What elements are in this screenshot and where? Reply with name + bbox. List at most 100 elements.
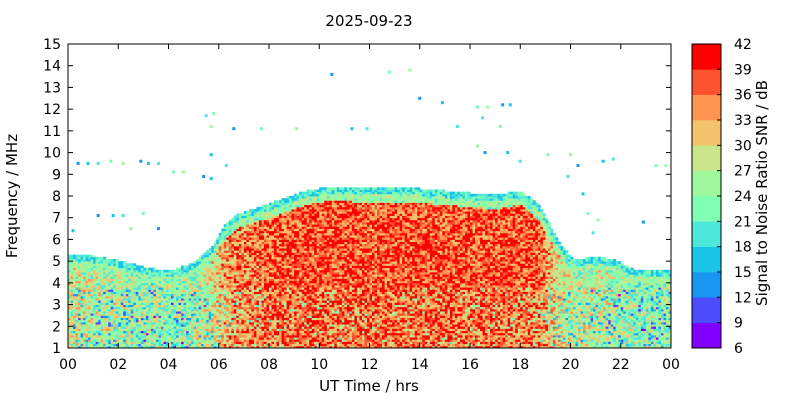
- heatmap-cell: [90, 339, 94, 342]
- heatmap-cell: [196, 339, 200, 342]
- heatmap-cell: [85, 345, 89, 349]
- heatmap-cell: [135, 330, 139, 334]
- heatmap-cell: [218, 265, 222, 269]
- heatmap-cell: [233, 282, 237, 286]
- heatmap-cell: [133, 321, 137, 325]
- heatmap-cell: [263, 248, 267, 251]
- heatmap-cell: [120, 282, 124, 286]
- heatmap-cell: [218, 326, 222, 329]
- heatmap-cell: [103, 263, 107, 266]
- heatmap-cell: [236, 308, 240, 312]
- heatmap-cell: [228, 272, 232, 275]
- heatmap-cell: [198, 291, 202, 295]
- heatmap-cell: [176, 267, 179, 271]
- heatmap-cell: [153, 345, 157, 349]
- heatmap-cell: [100, 272, 104, 275]
- heatmap-cell: [256, 206, 260, 210]
- heatmap-cell: [123, 306, 127, 310]
- heatmap-cell: [221, 228, 225, 232]
- heatmap-cell: [226, 224, 230, 227]
- heatmap-cell: [198, 280, 202, 284]
- heatmap-cell: [231, 232, 235, 236]
- heatmap-cell: [113, 276, 117, 279]
- heatmap-cell: [173, 278, 177, 282]
- heatmap-cell: [266, 243, 270, 247]
- heatmap-cell: [73, 339, 76, 342]
- heatmap-cell: [93, 256, 97, 260]
- heatmap-cell: [198, 276, 202, 279]
- heatmap-cell: [90, 287, 94, 290]
- heatmap-cell: [236, 267, 240, 271]
- heatmap-cell: [155, 280, 159, 284]
- heatmap-cell: [145, 324, 149, 327]
- heatmap-cell: [213, 302, 217, 305]
- heatmap-cell: [160, 334, 164, 338]
- heatmap-cell: [269, 298, 272, 301]
- heatmap-cell: [155, 337, 159, 340]
- heatmap-cell: [176, 289, 179, 292]
- heatmap-cell: [186, 319, 189, 323]
- heatmap-cell: [241, 328, 245, 332]
- heatmap-cell: [223, 263, 227, 266]
- heatmap-cell: [171, 319, 174, 323]
- heatmap-cell: [206, 317, 210, 321]
- heatmap-cell: [153, 337, 157, 340]
- heatmap-cell: [176, 295, 179, 299]
- heatmap-cell: [203, 293, 207, 297]
- heatmap-cell: [73, 282, 76, 286]
- heatmap-cell: [246, 291, 250, 295]
- heatmap-cell: [165, 274, 169, 277]
- heatmap-cell: [93, 332, 97, 336]
- heatmap-cell: [248, 332, 252, 336]
- heatmap-cell: [186, 304, 189, 308]
- heatmap-cell: [251, 285, 255, 288]
- heatmap-cell: [261, 224, 265, 227]
- heatmap-cell: [201, 265, 205, 269]
- heatmap-cell: [266, 315, 270, 318]
- heatmap-cell: [253, 287, 257, 290]
- heatmap-cell: [128, 300, 132, 303]
- heatmap-cell: [223, 313, 227, 316]
- heatmap-cell: [118, 328, 122, 332]
- heatmap-cell: [125, 321, 129, 325]
- heatmap-cell: [148, 304, 152, 308]
- heatmap-cell: [160, 302, 164, 305]
- heatmap-cell: [211, 269, 215, 273]
- heatmap-cell: [208, 343, 212, 347]
- heatmap-cell: [223, 265, 227, 269]
- heatmap-cell: [128, 295, 132, 299]
- heatmap-cell: [233, 341, 237, 345]
- heatmap-cell: [148, 313, 152, 316]
- heatmap-cell: [133, 334, 137, 338]
- heatmap-cell: [95, 272, 99, 275]
- heatmap-cell: [258, 274, 262, 277]
- heatmap-cell: [236, 287, 240, 290]
- heatmap-cell: [218, 324, 222, 327]
- heatmap-cell: [95, 308, 99, 312]
- heatmap-cell: [266, 232, 270, 236]
- heatmap-cell: [263, 308, 267, 312]
- heatmap-cell: [218, 272, 222, 275]
- heatmap-cell: [83, 295, 86, 299]
- heatmap-cell: [231, 274, 235, 277]
- heatmap-cell: [206, 345, 210, 349]
- heatmap-cell: [236, 245, 240, 249]
- heatmap-cell: [103, 258, 107, 262]
- heatmap-cell: [70, 263, 74, 266]
- heatmap-cell: [253, 317, 257, 321]
- heatmap-cell: [133, 265, 137, 269]
- heatmap-cell: [243, 306, 247, 310]
- heatmap-cell: [248, 311, 252, 314]
- heatmap-cell: [248, 293, 252, 297]
- heatmap-cell: [228, 224, 232, 227]
- heatmap-cell: [256, 256, 260, 260]
- heatmap-cell: [100, 269, 104, 273]
- heatmap-cell: [158, 298, 162, 301]
- heatmap-cell: [95, 280, 99, 284]
- heatmap-cell: [243, 237, 247, 240]
- heatmap-cell: [216, 298, 220, 301]
- heatmap-cell: [251, 239, 255, 242]
- heatmap-cell: [88, 285, 92, 288]
- heatmap-cell: [73, 332, 76, 336]
- heatmap-cell: [98, 321, 102, 325]
